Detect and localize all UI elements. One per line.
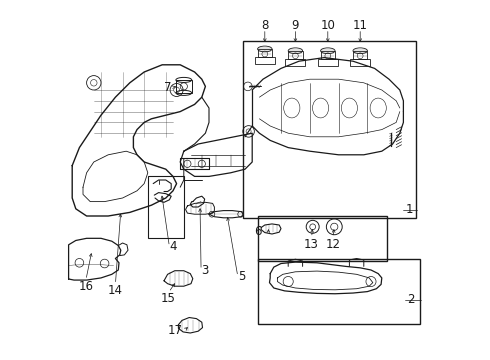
Bar [258,49,272,57]
Text: 15: 15 [161,292,175,305]
Text: 16: 16 [78,280,94,293]
Text: 8: 8 [261,19,269,32]
Bar [285,59,305,66]
Text: 14: 14 [108,284,123,297]
Bar [258,259,419,324]
Text: 4: 4 [170,240,177,253]
Bar [350,59,370,66]
Text: 12: 12 [326,238,341,251]
Text: 5: 5 [238,270,245,283]
Text: 2: 2 [407,293,415,306]
Text: 10: 10 [320,19,335,32]
Bar [243,41,416,218]
Text: 13: 13 [304,238,319,251]
Text: 3: 3 [201,264,208,276]
Text: 17: 17 [168,324,183,337]
Text: 11: 11 [353,19,368,32]
Bar [320,51,335,59]
Bar [148,176,184,238]
Bar [288,51,303,59]
Bar [255,57,275,64]
Bar [318,59,338,66]
Text: 9: 9 [292,19,299,32]
Bar [353,51,368,59]
Text: 7: 7 [164,81,171,94]
Bar [258,216,387,261]
Text: 6: 6 [254,225,261,238]
Bar [176,80,192,93]
Text: 1: 1 [405,203,413,216]
